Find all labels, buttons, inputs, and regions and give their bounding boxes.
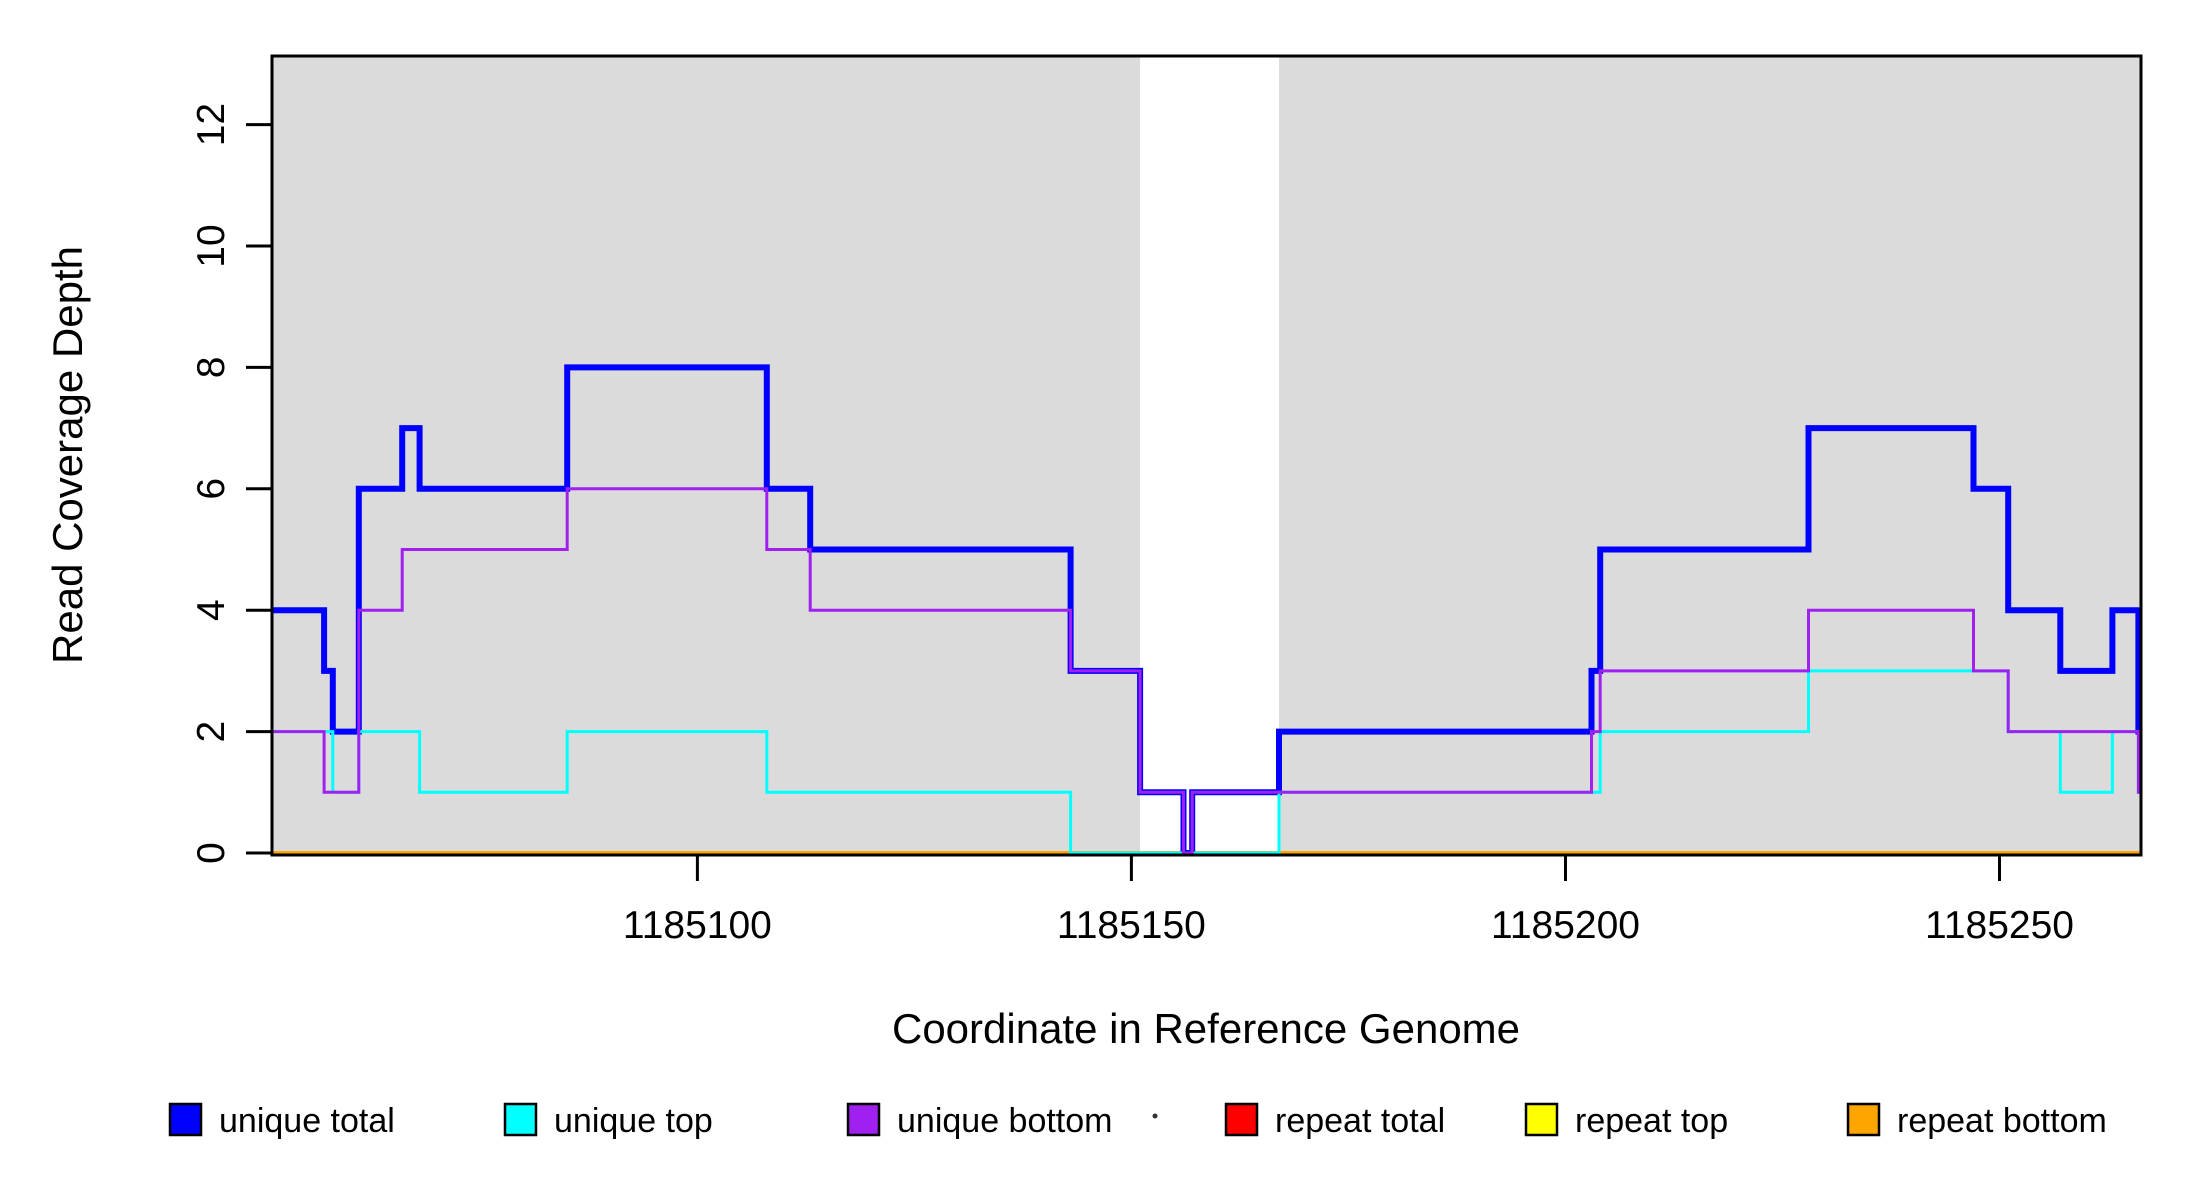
legend-item-repeat-top: repeat top [1524, 1102, 1728, 1140]
y-tick-label: 6 [190, 478, 233, 500]
y-tick-label: 0 [190, 842, 233, 864]
legend-label: repeat top [1575, 1102, 1728, 1140]
legend-label: repeat bottom [1897, 1102, 2107, 1140]
x-tick-label: 1185200 [1491, 904, 1640, 947]
legend-item-repeat-bottom: repeat bottom [1846, 1102, 2107, 1140]
stray-dot-artifact [1152, 1113, 1158, 1119]
tick-labels-layer: 1185100 1185150 1185200 1185250 0 2 4 6 8 10 12 [190, 103, 2074, 947]
series-lines-layer [272, 364, 2142, 856]
legend-item-unique-bottom: unique bottom [846, 1102, 1113, 1140]
x-tick-label: 1185100 [623, 904, 772, 947]
legend-item-unique-total: unique total [168, 1102, 395, 1140]
legend-swatch [1224, 1102, 1259, 1137]
legend-swatch [1524, 1102, 1559, 1137]
legend-swatch [846, 1102, 881, 1137]
legend-label: repeat total [1275, 1102, 1445, 1140]
series-line-unique-bottom [272, 487, 2141, 855]
legend-label: unique bottom [897, 1102, 1113, 1140]
legend-swatch [503, 1102, 538, 1137]
legend-swatch [1846, 1102, 1881, 1137]
legend-label: unique top [554, 1102, 713, 1140]
plot-box-border [270, 54, 2143, 857]
y-tick-label: 2 [190, 721, 233, 743]
y-axis-title: Read Coverage Depth [44, 246, 91, 664]
shaded-bands-layer [272, 56, 2141, 855]
series-line-unique-top [272, 669, 2141, 855]
x-tick-label: 1185150 [1057, 904, 1206, 947]
legend-label: unique total [219, 1102, 395, 1140]
y-tick-label: 8 [190, 357, 233, 379]
axes-layer [246, 54, 2143, 881]
x-axis-title: Coordinate in Reference Genome [892, 1005, 1520, 1052]
shaded-region-2 [1279, 56, 2141, 855]
y-tick-label: 4 [190, 599, 233, 621]
legend-item-repeat-total: repeat total [1224, 1102, 1445, 1140]
x-tick-label: 1185250 [1925, 904, 2074, 947]
legend-item-unique-top: unique top [503, 1102, 713, 1140]
y-tick-label: 10 [190, 224, 233, 267]
legend: unique total unique top unique bottom repea… [168, 1102, 2107, 1140]
y-tick-label: 12 [190, 103, 233, 146]
legend-swatch [168, 1102, 203, 1137]
